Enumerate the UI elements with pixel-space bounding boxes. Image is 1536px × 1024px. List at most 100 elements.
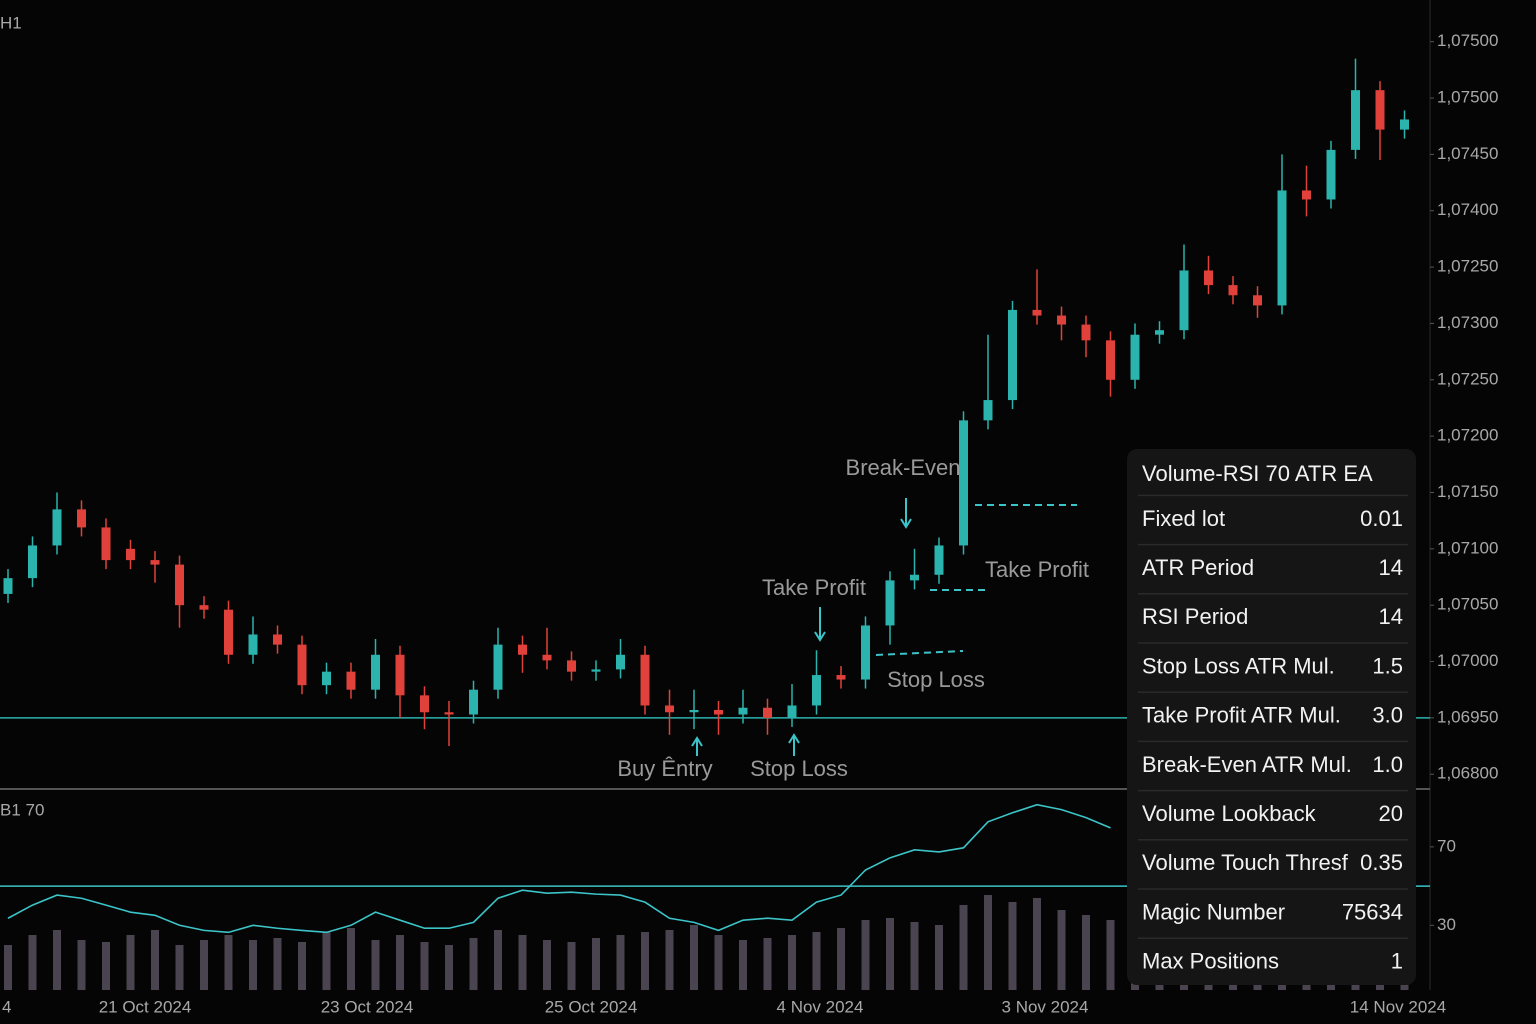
candle-body	[591, 669, 601, 672]
candle-body	[1375, 90, 1385, 130]
indicator-label: B1 70	[0, 800, 44, 819]
candle-body	[763, 707, 772, 718]
annotation: Break-Even	[846, 455, 961, 480]
volume-bar	[788, 935, 796, 990]
candle-body	[395, 654, 405, 696]
y-tick-label: 1,07250	[1437, 369, 1498, 388]
arrow	[691, 736, 703, 756]
candle-body	[3, 578, 13, 594]
candle-body	[52, 509, 62, 546]
annotation-marks	[691, 498, 1077, 756]
volume-bar	[322, 932, 331, 990]
candle-body	[346, 671, 356, 690]
candle-body	[542, 654, 552, 661]
candle-body	[1253, 295, 1262, 306]
volume-bar	[396, 935, 404, 990]
y-tick-label: 30	[1437, 915, 1456, 934]
candle-body	[885, 580, 895, 626]
candle-body	[714, 709, 723, 715]
setting-value: 3.0	[1372, 703, 1403, 728]
volume-bar	[935, 925, 943, 990]
candle-body	[689, 709, 699, 713]
candle-body	[175, 564, 184, 606]
volume-bar	[861, 920, 870, 990]
candle-body	[199, 605, 209, 610]
y-tick-label: 1,07500	[1437, 31, 1498, 50]
volume-bar	[567, 942, 576, 990]
annotation: Take Profit	[985, 557, 1089, 582]
setting-name: RSI Period	[1142, 604, 1248, 629]
y-tick-label: 1,07200	[1437, 426, 1498, 445]
candle-body	[1057, 315, 1066, 325]
setting-name: Max Positions	[1142, 949, 1279, 974]
y-tick-label: 1,07050	[1437, 595, 1498, 614]
annotation: Stop Loss	[750, 756, 848, 781]
volume-bar	[126, 935, 135, 990]
y-tick-label: 1,06800	[1437, 764, 1498, 783]
setting-name: ATR Period	[1142, 555, 1254, 580]
setting-value: 14	[1379, 604, 1403, 629]
candle-body	[273, 634, 282, 645]
volume-bar	[420, 942, 429, 990]
volume-bar	[200, 940, 208, 990]
volume-bar	[1082, 915, 1090, 990]
volume-bar	[714, 935, 723, 990]
volume-bar	[1033, 898, 1041, 990]
candle-body	[1130, 334, 1140, 380]
volume-bar	[592, 938, 600, 990]
panel-background	[1127, 449, 1416, 985]
candle-body	[934, 545, 944, 575]
volume-bar	[175, 945, 184, 990]
setting-value: 14	[1379, 555, 1403, 580]
setting-name: Volume Touch Thresf	[1142, 850, 1349, 875]
volume-bar	[469, 938, 478, 990]
volume-bar	[641, 932, 649, 990]
candle-body	[1351, 90, 1360, 150]
x-tick-label: 21 Oct 2024	[99, 997, 192, 1016]
x-tick-label: 3 Nov 2024	[1002, 997, 1089, 1016]
candle-body	[1204, 270, 1213, 286]
arrow	[814, 607, 826, 642]
setting-name: Break-Even ATR Mul.	[1142, 752, 1352, 777]
candle-body	[567, 660, 576, 672]
ea-panel: Volume-RSI 70 ATR EA Fixed lot 0.01 ATR Pe…	[1127, 449, 1416, 985]
annotation: Stop Loss	[887, 667, 985, 692]
candle-body	[28, 545, 37, 579]
candle-body	[420, 695, 429, 713]
y-tick-label: 70	[1437, 836, 1456, 855]
volume-bar	[959, 905, 968, 990]
candle-body	[665, 705, 674, 713]
y-tick-label: 1,07250	[1437, 257, 1498, 276]
setting-value: 0.01	[1360, 506, 1403, 531]
candle-body	[1081, 324, 1091, 341]
candle-body	[469, 689, 478, 715]
volume-bar	[445, 945, 453, 990]
candle-body	[1155, 330, 1164, 335]
candle-body	[1277, 190, 1287, 306]
volume-bar	[886, 918, 894, 990]
x-tick-label: 4	[2, 997, 11, 1016]
x-tick-label: 23 Oct 2024	[321, 997, 414, 1016]
candle-body	[1228, 285, 1238, 296]
volume-bar	[28, 935, 37, 990]
volume-bar	[1057, 910, 1066, 990]
candle-body	[248, 634, 258, 655]
candle-body	[224, 609, 233, 655]
candle-body	[1179, 270, 1189, 331]
x-tick-label: 25 Oct 2024	[545, 997, 638, 1016]
volume-bar	[53, 930, 61, 990]
candle-body	[1008, 309, 1017, 401]
candle-body	[444, 712, 454, 715]
y-tick-label: 1,07300	[1437, 313, 1498, 332]
candle-body	[1106, 340, 1115, 380]
dashed-level	[875, 650, 964, 656]
volume-bar	[1008, 902, 1017, 990]
candle-body	[861, 625, 870, 680]
candle-body	[371, 654, 380, 690]
candle-body	[616, 654, 625, 670]
x-tick-label: 4 Nov 2024	[777, 997, 864, 1016]
volume-bar	[298, 942, 306, 990]
volume-bar	[273, 938, 282, 990]
y-tick-label: 1,07400	[1437, 200, 1498, 219]
